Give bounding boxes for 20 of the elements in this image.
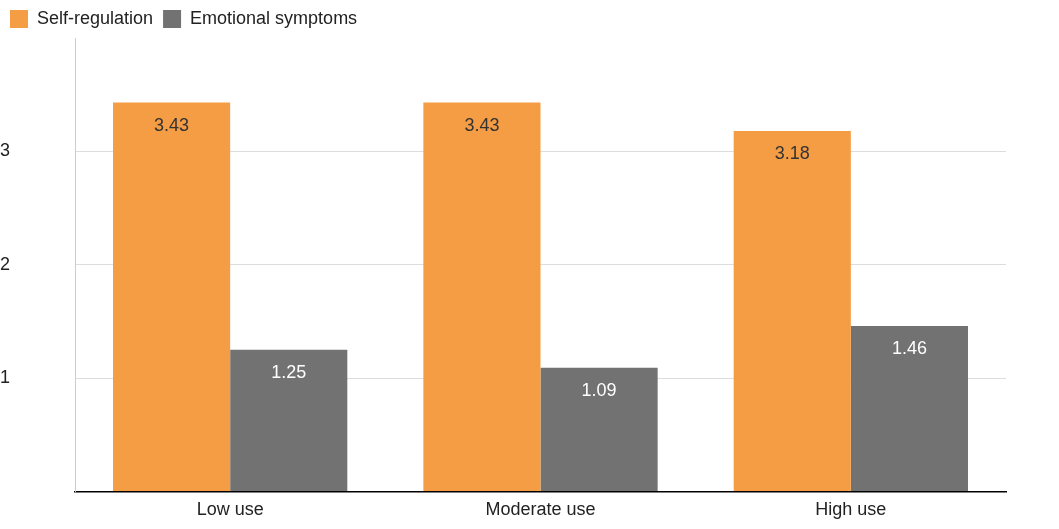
legend-label: Self-regulation [37, 7, 154, 28]
bar [230, 349, 348, 491]
bar [423, 102, 541, 491]
bar [850, 325, 968, 491]
bar [733, 130, 851, 491]
bar [540, 367, 658, 491]
data-label: 3.18 [774, 142, 810, 163]
x-tick-label: Low use [196, 499, 264, 520]
bar [113, 102, 231, 491]
y-tick-label: 2 [0, 253, 11, 274]
legend-label: Emotional symptoms [190, 7, 358, 28]
data-label: 1.09 [581, 379, 617, 400]
data-label: 3.43 [154, 114, 190, 135]
data-label: 1.25 [271, 361, 307, 382]
y-tick-label: 3 [0, 140, 11, 161]
data-label: 1.46 [891, 337, 927, 358]
data-label: 3.43 [464, 114, 500, 135]
y-tick-label: 1 [0, 367, 11, 388]
x-tick-label: High use [815, 499, 887, 520]
x-tick-label: Moderate use [485, 499, 596, 520]
